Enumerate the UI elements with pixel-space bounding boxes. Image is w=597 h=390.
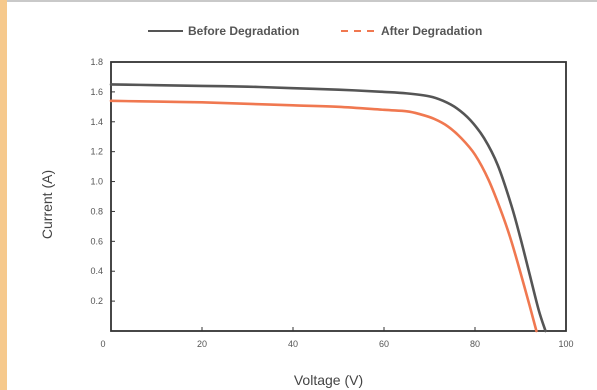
legend-label-before-degradation: Before Degradation	[188, 24, 299, 38]
x-tick-label: 40	[288, 339, 298, 349]
y-tick-label: 1.6	[90, 87, 103, 97]
y-tick-label: 1.2	[90, 147, 103, 157]
axes: 0.2 0.4 0.6 0.8 1.0 1.2 1.4 1.6 1.8 0 20 40 60 80 100	[90, 57, 573, 349]
y-tick-label: 0.8	[90, 206, 103, 216]
axis-titles: Voltage (V) Current (A)	[39, 170, 363, 388]
plot-frame	[110, 61, 567, 332]
y-axis-title: Current (A)	[39, 170, 55, 239]
y-tick-label: 1.4	[90, 117, 103, 127]
x-tick-label: 60	[379, 339, 389, 349]
x-tick-label: 0	[100, 339, 105, 349]
y-tick-label: 1.0	[90, 177, 103, 187]
y-tick-label: 0.2	[90, 296, 103, 306]
y-tick-label: 1.8	[90, 57, 103, 67]
left-accent-strip	[0, 0, 7, 390]
top-border	[7, 0, 597, 2]
x-tick-label: 80	[470, 339, 480, 349]
legend: Before Degradation After Degradation	[148, 24, 482, 38]
series-line-after-degradation	[109, 99, 538, 333]
y-tick-label: 0.4	[90, 266, 103, 276]
series-lines	[109, 83, 547, 333]
x-tick-label: 100	[558, 339, 573, 349]
x-tick-label: 20	[197, 339, 207, 349]
legend-label-after-degradation: After Degradation	[381, 24, 482, 38]
y-tick-label: 0.6	[90, 236, 103, 246]
series-line-before-degradation	[109, 83, 547, 333]
x-axis-title: Voltage (V)	[294, 372, 363, 388]
